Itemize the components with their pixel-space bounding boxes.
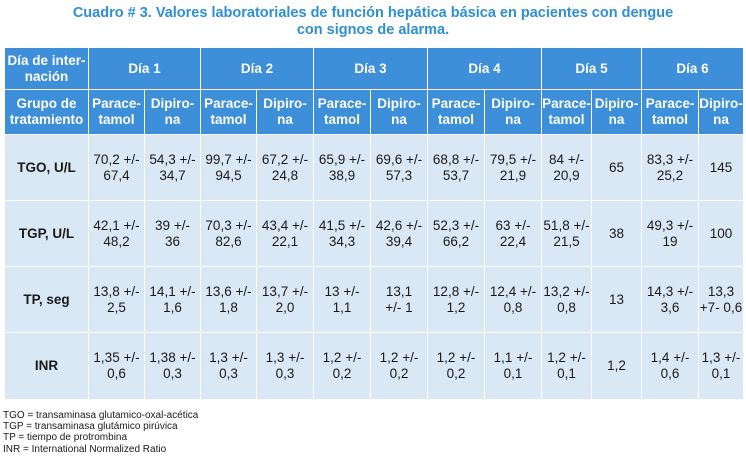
table-cell: 1,2 +/- 0,1 [541, 332, 592, 400]
table-cell: 1,2 +/- 0,2 [370, 332, 428, 400]
legend-item: INR = International Normalized Ratio [3, 443, 167, 455]
table-cell: 52,3 +/- 66,2 [427, 200, 485, 267]
legend: TGO = transaminasa glutamico-oxal-acétic… [3, 410, 198, 455]
row-label: TGP, U/L [4, 200, 89, 267]
table-cell: 13,3 +7- 0,6 [698, 266, 744, 333]
table-cell: 1,2 +/- 0,2 [313, 332, 371, 400]
table-cell: 79,5 +/- 21,9 [484, 134, 542, 201]
title-line-2: con signos de alarma. [296, 22, 450, 38]
day-header: Día 2 [200, 47, 314, 90]
table-row: TGP, U/L 42,1 +/- 48,2 39 +/- 36 70,3 +/- 8… [4, 200, 744, 267]
table-cell: 1,3 +/- 0,3 [256, 332, 314, 400]
table-cell: 69,6 +/- 57,3 [370, 134, 428, 201]
group-header-paracetamol: Parace- tamol [200, 89, 257, 135]
group-header-paracetamol: Parace- tamol [313, 89, 371, 135]
group-row-label: Grupo de tratamiento [4, 89, 89, 135]
table-cell: 68,8 +/- 53,7 [427, 134, 485, 201]
table-cell: 1,2 [591, 332, 642, 400]
table-cell: 70,2 +/- 67,4 [88, 134, 145, 201]
table-cell: 1,1 +/- 0,1 [484, 332, 542, 400]
table-body: TGO, U/L 70,2 +/- 67,4 54,3 +/- 34,7 99,7 +… [4, 134, 744, 400]
table-cell: 43,4 +/- 22,1 [256, 200, 314, 267]
day-header: Día 5 [541, 47, 642, 90]
table-cell: 84 +/- 20,9 [541, 134, 592, 201]
table-row: TGO, U/L 70,2 +/- 67,4 54,3 +/- 34,7 99,7 +… [4, 134, 744, 201]
table-cell: 13,1 +/- 1 [370, 266, 428, 333]
table-cell: 1,38 +/- 0,3 [144, 332, 201, 400]
table-row: TP, seg 13,8 +/- 2,5 14,1 +/- 1,6 13,6 +/- … [4, 266, 744, 333]
group-header-dipirona: Dipiro- na [370, 89, 428, 135]
table-cell: 42,1 +/- 48,2 [88, 200, 145, 267]
lab-values-table: Día de inter- nación Día 1 Día 2 Día 3 D… [4, 47, 744, 400]
table-cell: 42,6 +/- 39,4 [370, 200, 428, 267]
table-cell: 41,5 +/- 34,3 [313, 200, 371, 267]
day-header-row: Día de inter- nación Día 1 Día 2 Día 3 D… [4, 47, 744, 90]
row-label: TGO, U/L [4, 134, 89, 201]
table-cell: 14,1 +/- 1,6 [144, 266, 201, 333]
table-cell: 145 [698, 134, 744, 201]
table-cell: 54,3 +/- 34,7 [144, 134, 201, 201]
table-cell: 1,35 +/- 0,6 [88, 332, 145, 400]
table-cell: 70,3 +/- 82,6 [200, 200, 257, 267]
table-cell: 1,3 +/- 0,1 [698, 332, 744, 400]
table-row: INR 1,35 +/- 0,6 1,38 +/- 0,3 1,3 +/- 0,3 1,… [4, 332, 744, 400]
table-cell: 12,4 +/- 0,8 [484, 266, 542, 333]
table-cell: 14,3 +/- 3,6 [641, 266, 699, 333]
row-label: INR [4, 332, 89, 400]
day-row-label: Día de inter- nación [4, 47, 89, 90]
table-cell: 83,3 +/- 25,2 [641, 134, 699, 201]
group-header-paracetamol: Parace- tamol [88, 89, 145, 135]
table-cell: 13 +/- 1,1 [313, 266, 371, 333]
table-cell: 39 +/- 36 [144, 200, 201, 267]
table-cell: 65 [591, 134, 642, 201]
day-header: Día 1 [88, 47, 201, 90]
group-header-paracetamol: Parace- tamol [541, 89, 592, 135]
group-header-paracetamol: Parace- tamol [427, 89, 485, 135]
table-cell: 1,3 +/- 0,3 [200, 332, 257, 400]
table-cell: 13,8 +/- 2,5 [88, 266, 145, 333]
table-cell: 100 [698, 200, 744, 267]
day-header: Día 4 [427, 47, 542, 90]
group-header-dipirona: Dipiro- na [144, 89, 201, 135]
table-cell: 51,8 +/- 21,5 [541, 200, 592, 267]
day-header: Día 3 [313, 47, 428, 90]
group-header-paracetamol: Parace- tamol [641, 89, 699, 135]
table-cell: 99,7 +/- 94,5 [200, 134, 257, 201]
group-header-dipirona: Dipiro- na [698, 89, 744, 135]
day-header: Día 6 [641, 47, 744, 90]
table-cell: 63 +/- 22,4 [484, 200, 542, 267]
title-line-1: Cuadro # 3. Valores laboratoriales de fu… [72, 5, 674, 21]
table-cell: 13,2 +/- 0,8 [541, 266, 592, 333]
table-cell: 65,9 +/- 38,9 [313, 134, 371, 201]
group-header-row: Grupo de tratamiento Parace- tamol Dipir… [4, 89, 744, 135]
legend-item: TGP = transaminasa glutámico pirúvica [3, 421, 178, 433]
group-header-dipirona: Dipiro- na [591, 89, 642, 135]
table-cell: 49,3 +/- 19 [641, 200, 699, 267]
group-header-dipirona: Dipiro- na [256, 89, 314, 135]
table-cell: 13 [591, 266, 642, 333]
table-title: Cuadro # 3. Valores laboratoriales de fu… [0, 5, 746, 39]
table-cell: 38 [591, 200, 642, 267]
legend-item: TGO = transaminasa glutamico-oxal-acétic… [3, 410, 199, 421]
legend-item: TP = tiempo de protrombina [3, 432, 128, 444]
table-cell: 13,7 +/- 2,0 [256, 266, 314, 333]
group-header-dipirona: Dipiro- na [484, 89, 542, 135]
table-cell: 12,8 +/- 1,2 [427, 266, 485, 333]
table-cell: 1,2 +/- 0,2 [427, 332, 485, 400]
table-cell: 67,2 +/- 24,8 [256, 134, 314, 201]
row-label: TP, seg [4, 266, 89, 333]
table-cell: 13,6 +/- 1,8 [200, 266, 257, 333]
table-cell: 1,4 +/- 0,6 [641, 332, 699, 400]
